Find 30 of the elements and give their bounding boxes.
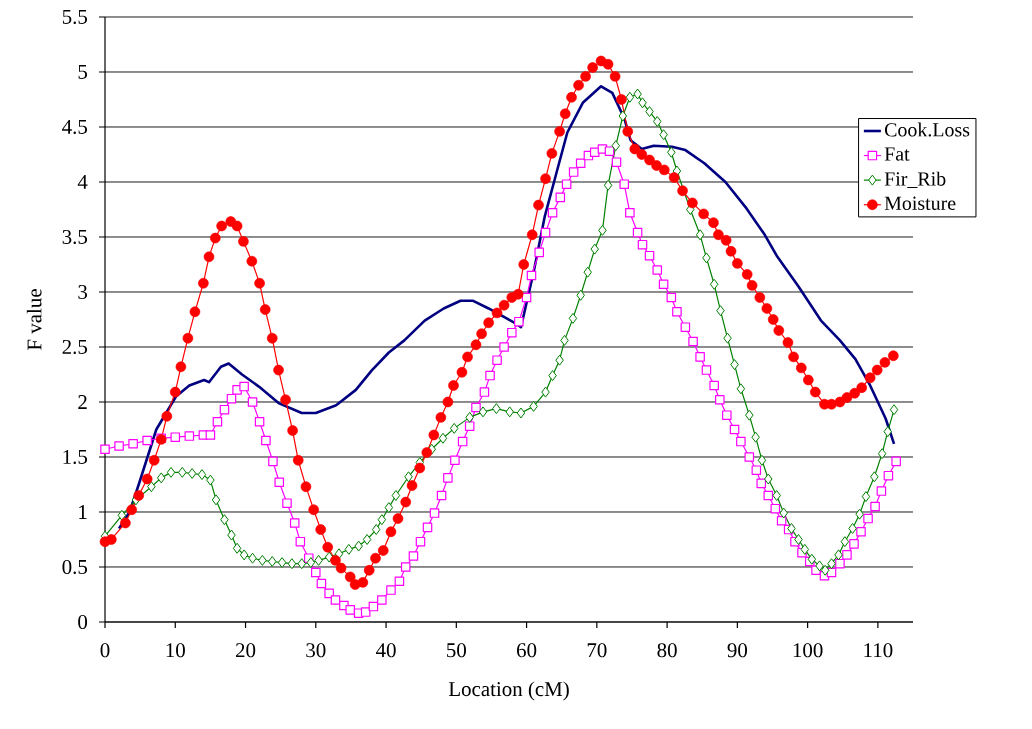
x-tick-label: 40: [376, 643, 396, 658]
x-tick-label: 70: [587, 643, 607, 658]
legend-label: Fat: [884, 147, 910, 161]
y-tick-label: 3.5: [62, 229, 88, 245]
y-tick-label: 2: [78, 395, 87, 409]
y-tick-label: 2.5: [62, 339, 88, 355]
y-tick-label: 1.5: [63, 449, 88, 465]
legend-label: Moisture: [884, 196, 956, 210]
x-tick-label: 10: [166, 643, 185, 658]
x-tick-label: 100: [793, 643, 823, 658]
y-tick-label: 0: [78, 614, 88, 630]
y-tick-label: 5: [78, 65, 88, 79]
y-tick-label: 3: [78, 284, 88, 300]
legend-label: Fir_Rib: [884, 171, 946, 189]
y-tick-label: 1: [79, 505, 87, 519]
legend-label: Cook.Loss: [884, 122, 970, 137]
y-axis-title: F value: [26, 289, 42, 350]
x-axis-title: Location (cM): [448, 681, 569, 701]
x-tick-label: 30: [306, 643, 326, 658]
x-tick-label: 20: [235, 643, 256, 658]
y-tick-label: 5.5: [62, 9, 88, 24]
y-tick-label: 4.5: [62, 119, 88, 135]
x-tick-label: 110: [864, 643, 893, 658]
y-tick-label: 0.5: [62, 559, 88, 575]
y-tick-label: 4: [77, 175, 88, 189]
x-tick-label: 80: [657, 643, 677, 658]
x-tick-label: 60: [517, 643, 537, 658]
x-tick-label: 50: [447, 643, 466, 658]
x-tick-label: 0: [100, 643, 110, 658]
x-tick-label: 90: [727, 643, 748, 658]
